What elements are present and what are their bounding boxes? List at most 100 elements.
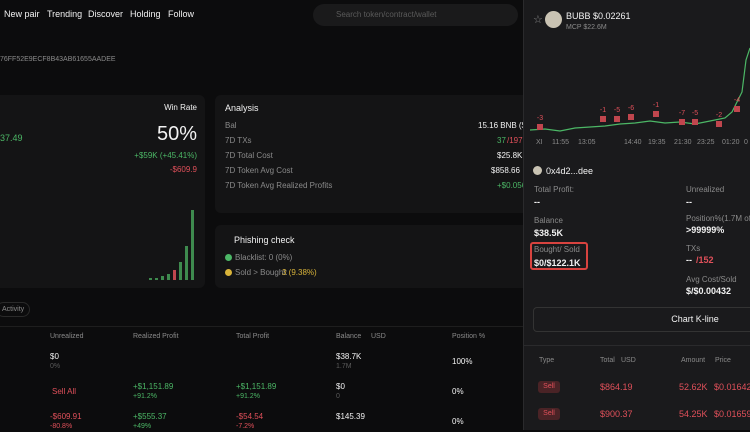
stat-label: Total Profit: bbox=[534, 185, 575, 194]
table-cell: +91.2% bbox=[236, 393, 260, 400]
chart-marker-label: -3 bbox=[536, 115, 544, 122]
table-cell: $38.7K bbox=[336, 352, 362, 361]
blacklist: Blacklist: 0 (0%) bbox=[235, 253, 293, 262]
trade-header: USD bbox=[621, 357, 636, 364]
table-header: Total Profit bbox=[236, 333, 270, 340]
table-cell: 0% bbox=[452, 387, 464, 396]
stat-label: Bought/ Sold bbox=[534, 245, 580, 254]
wallet: 0x4d2...dee bbox=[546, 166, 594, 176]
trade-type: Sell bbox=[543, 410, 555, 417]
stat-value: -- bbox=[534, 197, 540, 207]
table-header: Unrealized bbox=[50, 333, 84, 340]
table-header: USD bbox=[371, 333, 386, 340]
table-cell: -$54.54 bbox=[236, 412, 264, 421]
table-cell: +$555.37 bbox=[133, 412, 167, 421]
stat-label: Balance bbox=[534, 216, 563, 225]
chart-marker-label: -4 bbox=[733, 97, 741, 104]
table-cell: +$1,151.89 bbox=[236, 382, 277, 391]
trade-total: $900.37 bbox=[600, 409, 633, 419]
divider bbox=[0, 326, 523, 327]
chart-x-label: 14:40 bbox=[624, 139, 642, 146]
chart-x-label: 21:30 bbox=[674, 139, 692, 146]
nav-item[interactable]: Trending bbox=[47, 9, 83, 19]
analysis-value: 15.16 BNB ($9,550.5 bbox=[478, 121, 553, 130]
trade-header: Price bbox=[715, 357, 731, 364]
wallet-address: 76FF52E9ECF8B43AB61655AADEE bbox=[0, 56, 116, 63]
nav-item[interactable]: Follow bbox=[168, 9, 195, 19]
wallet-icon bbox=[533, 166, 542, 175]
table-cell: 0% bbox=[452, 417, 464, 426]
table-cell: 100% bbox=[452, 357, 473, 366]
analysis-value: $25.8K bbox=[497, 151, 523, 160]
stat-value: $0/$122.1K bbox=[534, 258, 581, 268]
analysis-value: $858.66 bbox=[491, 166, 520, 175]
activity-tab-label: Activity bbox=[2, 306, 25, 313]
stat-value: -- bbox=[686, 255, 692, 265]
chart-x-label: 11:55 bbox=[552, 139, 569, 146]
trade-price: $0.01659 bbox=[714, 409, 750, 419]
stat-value: -- bbox=[686, 197, 692, 207]
mini-bars bbox=[149, 210, 194, 280]
token-name: BUBB $0.02261 bbox=[566, 11, 631, 21]
chart-x-label: XI bbox=[536, 139, 543, 146]
chart-marker-label: -1 bbox=[599, 107, 607, 114]
table-header: Realized Profit bbox=[133, 333, 179, 340]
pnl: 37.49 bbox=[0, 133, 23, 143]
trade-amount: 54.25K bbox=[679, 409, 708, 419]
trade-price: $0.01642 bbox=[714, 382, 750, 392]
chart-x-label: 13:05 bbox=[578, 139, 596, 146]
profit: +$59K (+45.41%) bbox=[134, 151, 197, 160]
table-cell: 0% bbox=[50, 363, 61, 370]
win-rate-card bbox=[0, 95, 205, 288]
win-rate-value: 50% bbox=[156, 123, 197, 145]
stat-label: Avg Cost/Sold bbox=[686, 275, 737, 284]
chart-marker-label: -6 bbox=[627, 105, 635, 112]
stat-value: /152 bbox=[696, 255, 714, 265]
stat-value: $38.5K bbox=[534, 228, 564, 238]
table-header: Balance bbox=[336, 333, 362, 340]
trade-header: Amount bbox=[681, 357, 706, 364]
mcp: MCP $22.6M bbox=[566, 24, 607, 31]
table-cell: +49% bbox=[133, 423, 152, 430]
stat-value: $/$0.00432 bbox=[686, 286, 732, 296]
activity-tab[interactable] bbox=[0, 302, 30, 317]
table-cell: +91.2% bbox=[133, 393, 157, 400]
chart-x-label: 0 bbox=[744, 139, 748, 146]
chart-x-label: 01:20 bbox=[722, 139, 740, 146]
analysis-value: 37 bbox=[497, 136, 506, 145]
nav-item[interactable]: Holding bbox=[130, 9, 161, 19]
phishing-title: Phishing check bbox=[234, 235, 295, 245]
analysis-value: /197 bbox=[507, 136, 523, 145]
kline-button[interactable] bbox=[533, 307, 750, 332]
analysis-label: 7D TXs bbox=[225, 136, 252, 145]
chart-marker-label: -5 bbox=[691, 110, 699, 117]
analysis-label: Bal bbox=[225, 121, 237, 130]
chart-x-label: 23:25 bbox=[697, 139, 715, 146]
status-dot bbox=[225, 254, 232, 261]
win-rate-label: Win Rate bbox=[164, 103, 197, 112]
divider bbox=[523, 345, 750, 346]
chart-marker-label: -1 bbox=[652, 102, 660, 109]
nav-item[interactable]: New pair bbox=[4, 9, 40, 19]
table-cell: -7.2% bbox=[236, 423, 255, 430]
table-cell: $0 bbox=[50, 352, 59, 361]
table-cell: Sell All bbox=[52, 387, 77, 396]
trade-amount: 52.62K bbox=[679, 382, 708, 392]
chart-marker-label: -5 bbox=[613, 107, 621, 114]
chart-marker-label: -7 bbox=[678, 110, 686, 117]
stat-label: TXs bbox=[686, 244, 701, 253]
sold-gt-bought: Sold > Bought: bbox=[235, 268, 288, 277]
analysis-label: 7D Token Avg Cost bbox=[225, 166, 293, 175]
kline-button-label: Chart K-line bbox=[671, 314, 719, 324]
table-cell: $145.39 bbox=[336, 412, 365, 421]
sell-badge bbox=[538, 408, 560, 420]
search-placeholder: Search token/contract/wallet bbox=[336, 10, 437, 19]
star-icon[interactable]: ☆ bbox=[533, 14, 543, 26]
sell-badge bbox=[538, 381, 560, 393]
search-box[interactable] bbox=[313, 4, 518, 26]
phishing-card bbox=[215, 225, 535, 288]
loss: -$609.9 bbox=[169, 165, 197, 174]
nav-item[interactable]: Discover bbox=[88, 9, 124, 19]
